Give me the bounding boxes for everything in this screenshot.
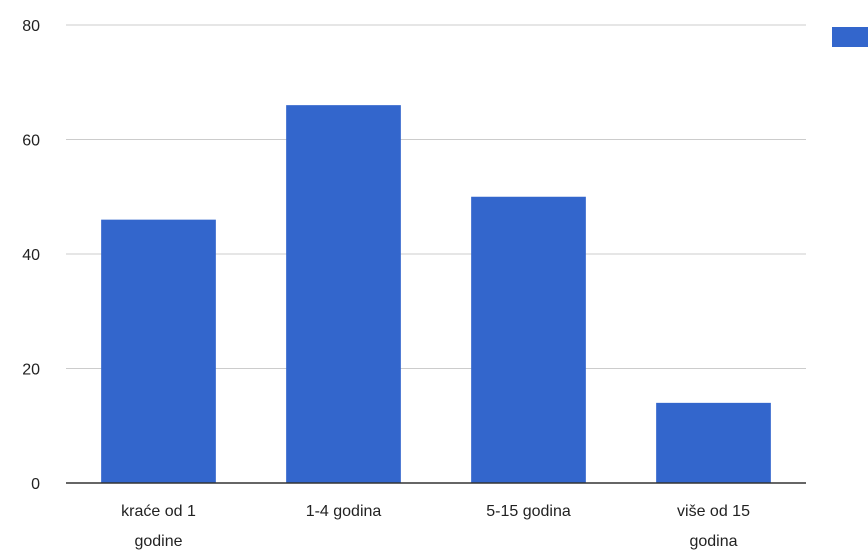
y-tick-label: 80 xyxy=(22,18,40,35)
x-tick-label: kraće od 1 xyxy=(121,503,196,520)
y-tick-label: 0 xyxy=(31,476,40,493)
bars xyxy=(101,105,771,484)
legend-swatch xyxy=(832,27,868,47)
bar xyxy=(286,105,401,484)
y-tick-label: 40 xyxy=(22,247,40,264)
y-axis-ticks: 0 20 40 60 80 xyxy=(22,18,40,493)
bar xyxy=(656,402,771,483)
bar xyxy=(101,219,216,483)
x-tick-label: 5-15 godina xyxy=(486,503,571,520)
x-axis-labels: kraće od 1 godine 1-4 godina 5-15 godina viš… xyxy=(121,503,750,550)
x-tick-label: godine xyxy=(134,533,182,550)
bar xyxy=(471,196,586,483)
legend xyxy=(832,27,868,47)
x-tick-label: više od 15 xyxy=(677,503,750,520)
x-tick-label: 1-4 godina xyxy=(306,503,382,520)
x-tick-label: godina xyxy=(689,533,737,550)
y-tick-label: 20 xyxy=(22,362,40,379)
y-tick-label: 60 xyxy=(22,133,40,150)
